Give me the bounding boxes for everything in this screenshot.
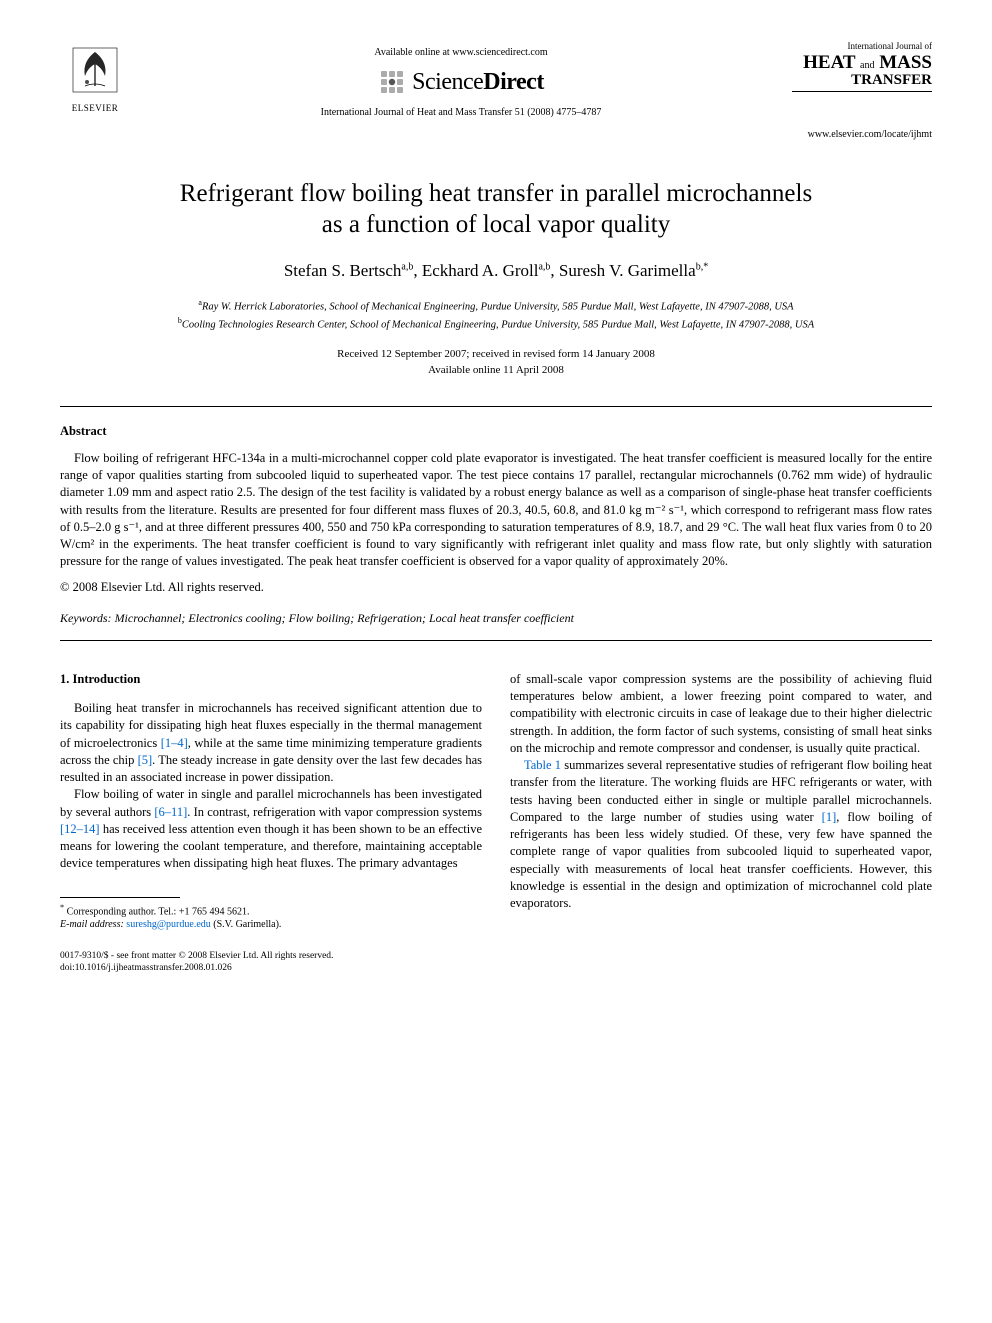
header-row: ELSEVIER Available online at www.science… <box>60 40 932 120</box>
sciencedirect-logo: ScienceDirect <box>130 66 792 98</box>
sciencedirect-icon <box>378 68 406 96</box>
section-1-heading: 1. Introduction <box>60 671 482 688</box>
keywords-list: Microchannel; Electronics cooling; Flow … <box>115 611 574 625</box>
left-column: 1. Introduction Boiling heat transfer in… <box>60 671 482 975</box>
available-online-text: Available online at www.sciencedirect.co… <box>130 46 792 60</box>
paper-title: Refrigerant flow boiling heat transfer i… <box>90 178 902 241</box>
date-online: Available online 11 April 2008 <box>60 363 932 378</box>
authors: Stefan S. Bertscha,b, Eckhard A. Grolla,… <box>60 260 932 283</box>
journal-heat-mass: HEAT and MASS <box>792 53 932 72</box>
author-3: Suresh V. Garimella <box>559 261 696 280</box>
footnote: * Corresponding author. Tel.: +1 765 494… <box>60 902 482 932</box>
sd-part1: Science <box>412 69 483 95</box>
keywords: Keywords: Microchannel; Electronics cool… <box>60 610 932 626</box>
elsevier-label: ELSEVIER <box>72 102 119 114</box>
date-received: Received 12 September 2007; received in … <box>60 347 932 362</box>
issn-line: 0017-9310/$ - see front matter © 2008 El… <box>60 950 482 962</box>
abstract-copyright: © 2008 Elsevier Ltd. All rights reserved… <box>60 579 932 596</box>
cite-table-1[interactable]: Table 1 <box>524 758 561 772</box>
email-who: (S.V. Garimella). <box>213 919 281 930</box>
affiliations: aRay W. Herrick Laboratories, School of … <box>60 297 932 333</box>
cite-5[interactable]: [5] <box>138 753 153 767</box>
affiliation-a: Ray W. Herrick Laboratories, School of M… <box>202 301 794 312</box>
right-column: of small-scale vapor compression systems… <box>510 671 932 975</box>
author-3-sup: b,* <box>696 261 709 272</box>
author-2: Eckhard A. Groll <box>422 261 539 280</box>
elsevier-logo: ELSEVIER <box>60 40 130 120</box>
center-header: Available online at www.sciencedirect.co… <box>130 40 792 119</box>
p2c: has received less attention even though … <box>60 822 482 871</box>
p2b: . In contrast, refrigeration with vapor … <box>187 805 482 819</box>
author-1: Stefan S. Bertsch <box>284 261 402 280</box>
cite-6-11[interactable]: [6–11] <box>154 805 187 819</box>
article-dates: Received 12 September 2007; received in … <box>60 347 932 378</box>
affiliation-b: Cooling Technologies Research Center, Sc… <box>182 320 814 331</box>
rule-after-keywords <box>60 640 932 641</box>
cite-1-4[interactable]: [1–4] <box>161 736 188 750</box>
corresponding-author: Corresponding author. Tel.: +1 765 494 5… <box>67 906 250 917</box>
author-1-sup: a,b <box>401 261 413 272</box>
journal-transfer: TRANSFER <box>792 72 932 89</box>
intro-para-2-cont: of small-scale vapor compression systems… <box>510 671 932 757</box>
keywords-label: Keywords: <box>60 611 112 625</box>
journal-mass: MASS <box>879 52 932 73</box>
rule-before-abstract <box>60 406 932 407</box>
cite-12-14[interactable]: [12–14] <box>60 822 100 836</box>
sd-part2: Direct <box>483 69 544 95</box>
body-columns: 1. Introduction Boiling heat transfer in… <box>60 671 932 975</box>
journal-heat: HEAT <box>803 52 855 73</box>
intro-para-1: Boiling heat transfer in microchannels h… <box>60 700 482 786</box>
elsevier-tree-icon <box>65 40 125 100</box>
journal-logo: International Journal of HEAT and MASS T… <box>792 40 932 94</box>
abstract-body: Flow boiling of refrigerant HFC-134a in … <box>60 450 932 571</box>
title-line-2: as a function of local vapor quality <box>322 211 671 238</box>
sciencedirect-text: ScienceDirect <box>412 66 544 98</box>
journal-intl: International Journal of <box>792 40 932 52</box>
journal-logo-rule <box>792 91 932 92</box>
title-line-1: Refrigerant flow boiling heat transfer i… <box>180 180 812 207</box>
locate-url: www.elsevier.com/locate/ijhmt <box>60 128 932 142</box>
email-label: E-mail address: <box>60 919 124 930</box>
footnote-rule <box>60 897 180 898</box>
intro-para-2: Flow boiling of water in single and para… <box>60 786 482 872</box>
journal-reference: International Journal of Heat and Mass T… <box>130 106 792 120</box>
email-link[interactable]: sureshg@purdue.edu <box>126 919 210 930</box>
doi-line: doi:10.1016/j.ijheatmasstransfer.2008.01… <box>60 962 482 974</box>
intro-para-3: Table 1 summarizes several representativ… <box>510 757 932 912</box>
p3b: , flow boiling of refrigerants has been … <box>510 810 932 910</box>
cite-1[interactable]: [1] <box>822 810 837 824</box>
journal-and: and <box>860 60 874 71</box>
bottom-block: 0017-9310/$ - see front matter © 2008 El… <box>60 950 482 975</box>
author-2-sup: a,b <box>538 261 550 272</box>
abstract-heading: Abstract <box>60 423 932 440</box>
